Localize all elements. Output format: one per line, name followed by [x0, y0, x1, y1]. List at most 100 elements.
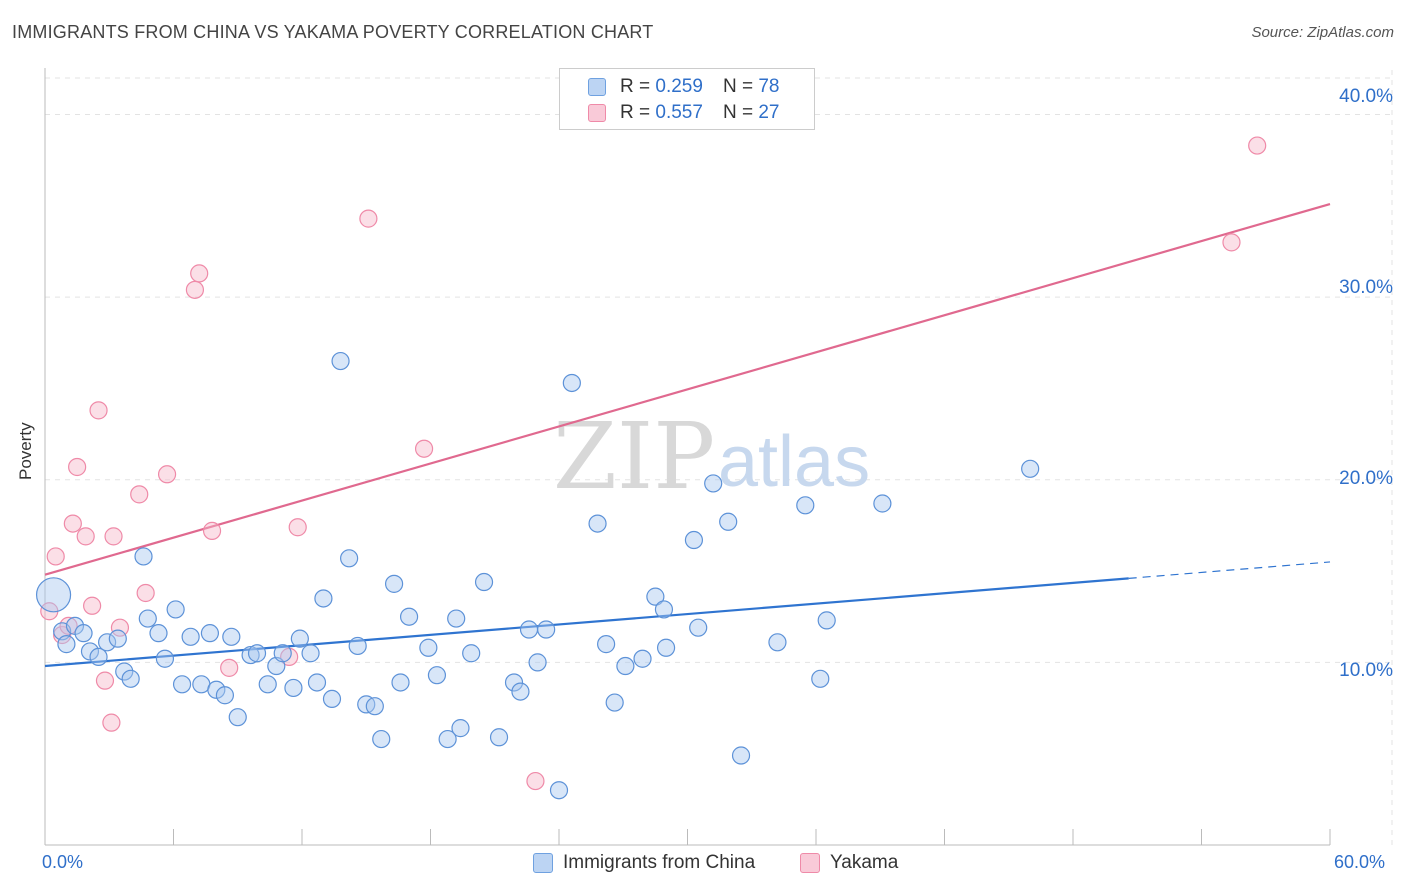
- china-point: [98, 633, 117, 652]
- n-label: N =: [722, 102, 754, 123]
- yakama-point: [288, 518, 307, 537]
- china-point: [654, 600, 674, 619]
- china-point: [372, 729, 391, 749]
- series-legend: Immigrants from China Yakama: [0, 852, 1406, 878]
- trend-lines: [44, 202, 1331, 668]
- china-point: [284, 678, 303, 698]
- china-point: [74, 624, 93, 643]
- r-value: 0.259: [655, 76, 703, 97]
- china-point: [811, 669, 830, 688]
- yakama-point: [202, 521, 222, 540]
- china-swatch: [588, 78, 606, 96]
- china-point: [731, 746, 751, 765]
- china-point: [348, 636, 367, 656]
- yakama-point: [136, 583, 155, 603]
- yakama-point: [130, 485, 149, 504]
- watermark-atlas: atlas: [718, 422, 870, 502]
- china-point: [504, 673, 524, 692]
- legend-row-china: R = 0.259 N = 78: [588, 75, 779, 99]
- n-value: 78: [758, 76, 780, 97]
- china-point: [322, 689, 342, 709]
- yakama-point: [220, 658, 239, 677]
- yakama-point: [526, 771, 545, 791]
- china-point: [258, 675, 277, 694]
- china-point: [149, 624, 168, 643]
- yakama-point: [68, 457, 87, 477]
- china-point: [35, 577, 72, 613]
- y-tick-label: 20.0%: [1339, 468, 1393, 489]
- china-point: [215, 686, 234, 705]
- china-point: [796, 496, 815, 515]
- china-point: [719, 512, 738, 531]
- china-point: [241, 645, 260, 665]
- china-trend-line: [44, 577, 1129, 668]
- x-tick-label-min: 0.0%: [42, 852, 84, 872]
- china-point: [462, 644, 481, 663]
- china-points: [35, 351, 1040, 800]
- china-point: [391, 673, 410, 692]
- china-point: [588, 514, 607, 533]
- china-point: [1021, 459, 1040, 478]
- yakama-point: [414, 439, 434, 458]
- china-point: [89, 647, 108, 667]
- china-point: [314, 589, 333, 608]
- china-point: [605, 693, 624, 712]
- china-point: [108, 629, 127, 648]
- source-label: Source: ZipAtlas.com: [1251, 24, 1394, 41]
- china-point: [511, 682, 530, 701]
- legend-label: Yakama: [830, 852, 899, 873]
- n-value: 27: [758, 102, 780, 123]
- china-point: [181, 627, 200, 646]
- y-axis-title: Poverty: [16, 422, 35, 480]
- n-label: N =: [722, 76, 754, 97]
- yakama-point: [102, 713, 121, 732]
- china-point: [474, 572, 494, 592]
- china-point: [399, 607, 419, 626]
- china-point: [307, 673, 327, 692]
- chart-title: IMMIGRANTS FROM CHINA VS YAKAMA POVERTY …: [12, 22, 654, 42]
- correlation-legend: R = 0.259 N = 78 R = 0.557 N = 27: [559, 68, 815, 130]
- yakama-point: [190, 264, 209, 283]
- china-point: [489, 728, 509, 747]
- china-point: [331, 351, 350, 371]
- legend-label: Immigrants from China: [563, 852, 756, 873]
- china-point: [200, 624, 220, 643]
- legend-row-yakama: R = 0.557 N = 27: [588, 101, 779, 125]
- china-point: [155, 649, 175, 668]
- china-point: [768, 633, 787, 652]
- china-point: [57, 635, 76, 654]
- yakama-point: [46, 547, 65, 566]
- yakama-swatch: [800, 853, 820, 873]
- china-point: [451, 719, 470, 738]
- china-point: [301, 644, 320, 663]
- china-point: [138, 609, 157, 628]
- legend-item-china[interactable]: Immigrants from China: [533, 852, 755, 874]
- y-tick-label: 30.0%: [1339, 277, 1393, 298]
- china-point: [166, 600, 185, 619]
- china-point: [427, 666, 447, 685]
- yakama-point: [76, 527, 95, 546]
- axes: [44, 68, 1331, 846]
- yakama-point: [1222, 233, 1241, 252]
- china-point: [121, 669, 140, 688]
- yakama-point: [110, 618, 130, 637]
- yakama-point: [63, 514, 82, 533]
- china-point: [704, 474, 723, 493]
- y-tick-label: 40.0%: [1339, 86, 1393, 107]
- yakama-point: [95, 671, 115, 690]
- yakama-swatch: [588, 104, 606, 122]
- china-point: [684, 530, 704, 550]
- r-label: R =: [620, 76, 651, 97]
- yakama-point: [157, 465, 177, 484]
- china-trend-extension: [1128, 561, 1331, 579]
- china-point: [616, 656, 635, 676]
- china-point: [689, 618, 708, 637]
- legend-item-yakama[interactable]: Yakama: [800, 852, 898, 874]
- r-label: R =: [620, 102, 651, 123]
- china-point: [228, 708, 247, 727]
- china-point: [528, 653, 547, 672]
- china-point: [419, 638, 438, 657]
- china-swatch: [533, 853, 553, 873]
- yakama-point: [1248, 136, 1267, 155]
- china-point: [222, 627, 241, 646]
